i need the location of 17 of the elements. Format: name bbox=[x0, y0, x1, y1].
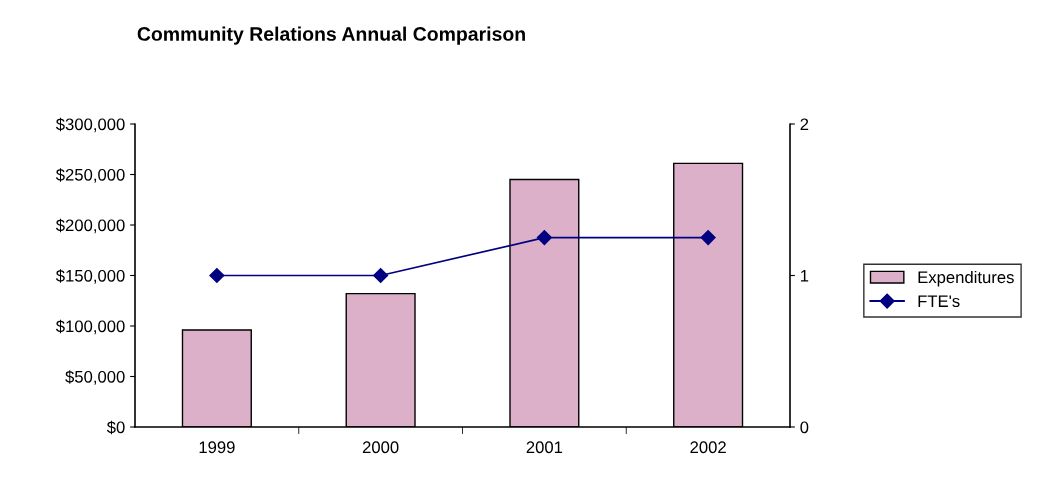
y2-tick-label: 2 bbox=[800, 118, 809, 131]
y2-tick-label: 0 bbox=[800, 421, 809, 434]
chart-title: Community Relations Annual Comparison bbox=[137, 26, 525, 45]
y-tick-label: $50,000 bbox=[65, 370, 125, 385]
x-tick-label: 2002 bbox=[690, 441, 726, 454]
y-tick-label: $200,000 bbox=[55, 218, 125, 234]
legend-label: FTE's bbox=[918, 295, 960, 308]
x-tick-label: 2000 bbox=[362, 441, 399, 454]
y-tick-label: $250,000 bbox=[55, 168, 125, 183]
y-tick-label: $150,000 bbox=[55, 269, 125, 284]
x-tick-label: 1999 bbox=[199, 441, 235, 454]
y-tick-label: $0 bbox=[106, 420, 125, 435]
legend-label: Expenditures bbox=[918, 270, 1014, 287]
x-tick-label: 2001 bbox=[526, 441, 563, 454]
y-tick-label: $300,000 bbox=[55, 117, 125, 133]
y2-tick-label: 1 bbox=[800, 270, 809, 282]
y-tick-label: $100,000 bbox=[55, 319, 125, 335]
